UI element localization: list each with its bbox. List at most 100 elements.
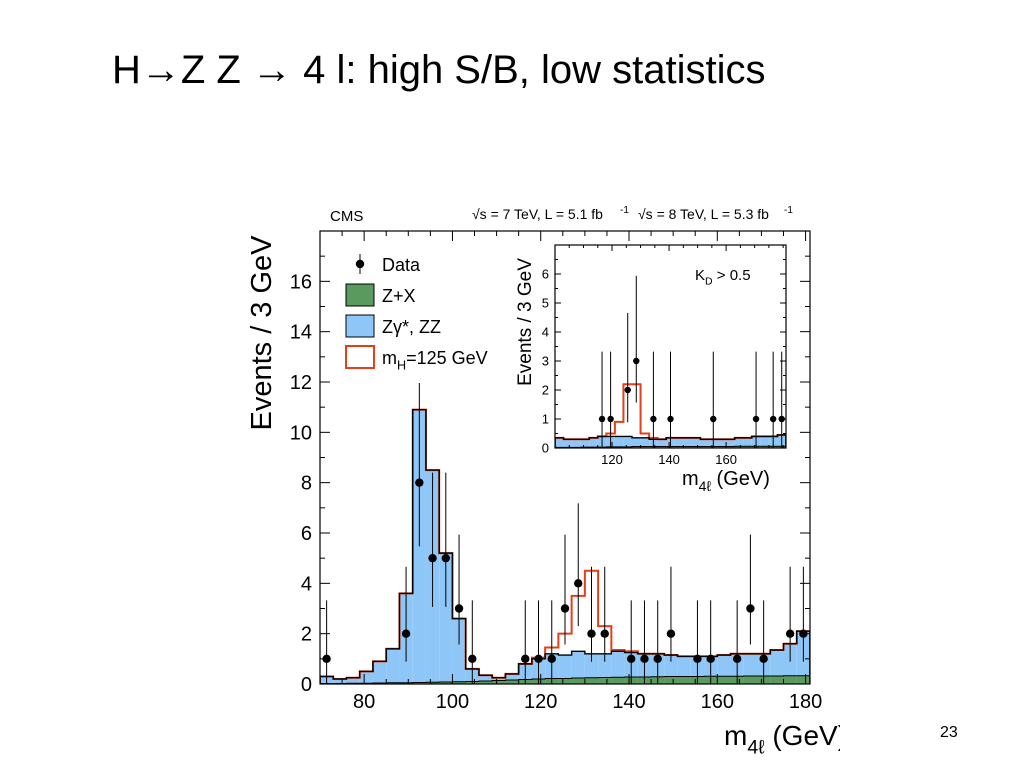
main-x-tick-label: 100 bbox=[436, 691, 469, 713]
main-data-point bbox=[415, 478, 424, 487]
main-zz-bar bbox=[333, 678, 347, 684]
main-data-point bbox=[574, 579, 583, 588]
main-data-point bbox=[666, 629, 676, 638]
main-data-point bbox=[732, 654, 742, 664]
main-data-point bbox=[587, 629, 596, 638]
main-x-tick-label: 120 bbox=[524, 691, 557, 713]
inset-data-point bbox=[710, 415, 717, 423]
legend-data-label: Data bbox=[382, 255, 421, 275]
main-data-point bbox=[547, 654, 556, 664]
main-zx-bar bbox=[505, 679, 519, 684]
inset-zx-bar bbox=[760, 446, 769, 448]
main-x-tick-label: 160 bbox=[701, 691, 734, 713]
energy-label-8tev-exponent: -1 bbox=[784, 205, 793, 216]
experiment-label: CMS bbox=[330, 208, 363, 225]
main-zx-bar bbox=[412, 682, 426, 684]
inset-zz-bar bbox=[555, 437, 564, 448]
inset-zz-bar bbox=[691, 437, 701, 448]
main-zz-bar bbox=[611, 651, 625, 684]
main-data-point bbox=[534, 654, 543, 664]
main-y-tick-label: 12 bbox=[290, 372, 312, 394]
inset-data-point bbox=[752, 415, 760, 423]
main-zz-bar bbox=[558, 655, 572, 684]
main-zx-bar bbox=[677, 676, 691, 684]
main-zx-bar bbox=[783, 675, 797, 684]
main-y-axis-title: Events / 3 GeV bbox=[246, 235, 278, 431]
main-zx-bar bbox=[717, 676, 731, 684]
energy-label-7tev-exponent: -1 bbox=[620, 205, 629, 216]
inset-zz-outline bbox=[555, 434, 786, 448]
main-zx-bar bbox=[399, 682, 413, 684]
main-data-point bbox=[627, 654, 636, 664]
inset-data-point bbox=[607, 415, 614, 423]
main-zx-bar bbox=[664, 676, 678, 684]
main-y-tick-label: 6 bbox=[301, 523, 312, 545]
inset-zz-bar bbox=[743, 437, 752, 448]
main-y-tick-label: 4 bbox=[301, 573, 312, 595]
inset-kd-annotation: KD > 0.5 bbox=[695, 267, 751, 288]
inset-zx-bar bbox=[717, 446, 727, 448]
main-zz-bar bbox=[505, 673, 519, 684]
legend-data-marker bbox=[355, 259, 365, 269]
inset-zz-bar bbox=[760, 436, 769, 448]
main-data-point bbox=[468, 654, 477, 664]
inset-x-tick-label: 120 bbox=[601, 452, 623, 467]
legend-zx-swatch bbox=[345, 283, 375, 307]
inset-data-point bbox=[667, 415, 674, 423]
main-x-tick-label: 80 bbox=[353, 691, 375, 713]
inset-zz-bar bbox=[632, 437, 641, 448]
main-data-point bbox=[428, 553, 437, 563]
main-data-point bbox=[401, 629, 411, 638]
inset-zx-bar bbox=[674, 446, 684, 448]
main-zx-bar bbox=[425, 682, 440, 684]
main-zx-bar bbox=[439, 681, 453, 684]
main-zz-bar bbox=[372, 661, 387, 684]
main-zx-bar bbox=[770, 675, 784, 684]
main-zx-bar bbox=[598, 677, 612, 684]
inset-zz-bar bbox=[589, 437, 598, 448]
inset-x-axis-title: m4ℓ (GeV) bbox=[682, 468, 770, 494]
legend-signal-swatch bbox=[345, 345, 375, 369]
inset-y-tick-label: 3 bbox=[542, 354, 549, 369]
main-data-point bbox=[322, 654, 331, 664]
inset-data-point bbox=[650, 415, 657, 423]
inset-zz-bar bbox=[614, 436, 624, 448]
inset-x-tick-label: 140 bbox=[658, 452, 680, 467]
inset-y-tick-label: 6 bbox=[542, 267, 549, 282]
main-data-point bbox=[785, 629, 795, 638]
page-number: 23 bbox=[940, 724, 958, 741]
inset-y-axis-title: Events / 3 GeV bbox=[515, 258, 536, 386]
inset-zz-bar bbox=[683, 437, 692, 448]
main-x-axis-title: m4ℓ (GeV) bbox=[724, 720, 840, 758]
inset-data-point bbox=[624, 386, 631, 394]
main-zx-bar bbox=[492, 680, 506, 684]
inset-zz-bar bbox=[734, 437, 744, 448]
slide-title: H→Z Z → 4 l: high S/B, low statistics bbox=[112, 48, 766, 92]
main-y-tick-label: 10 bbox=[290, 422, 312, 444]
main-zz-bar bbox=[439, 553, 453, 684]
energy-label-7tev: √s = 7 TeV, L = 5.1 fb bbox=[472, 206, 603, 222]
inset-y-tick-label: 0 bbox=[542, 441, 549, 456]
inset-zx-bar bbox=[683, 446, 692, 448]
inset-data-point bbox=[633, 357, 640, 365]
main-data-point bbox=[600, 629, 609, 638]
inset-data-point bbox=[598, 415, 606, 423]
inset-zx-bar bbox=[657, 446, 667, 448]
inset-x-tick-label: 160 bbox=[715, 452, 737, 467]
main-data-point bbox=[560, 604, 570, 613]
inset-y-tick-label: 2 bbox=[542, 383, 549, 398]
inset-zz-bar bbox=[623, 436, 632, 448]
inset-zz-bar bbox=[726, 439, 735, 448]
main-zx-bar bbox=[571, 677, 585, 684]
main-data-point bbox=[454, 604, 464, 613]
inset-y-tick-label: 1 bbox=[542, 412, 549, 427]
inset-zz-bar bbox=[700, 439, 709, 448]
main-zz-bar bbox=[346, 677, 360, 684]
inset-plot-area bbox=[555, 275, 786, 448]
inset-zz-bar bbox=[580, 439, 590, 448]
legend-signal-label: mH=125 GeV bbox=[382, 348, 488, 372]
inset-zz-bar bbox=[640, 437, 650, 448]
inset-zz-bar bbox=[657, 439, 667, 448]
main-zx-bar bbox=[452, 681, 466, 684]
main-data-point bbox=[653, 654, 662, 664]
